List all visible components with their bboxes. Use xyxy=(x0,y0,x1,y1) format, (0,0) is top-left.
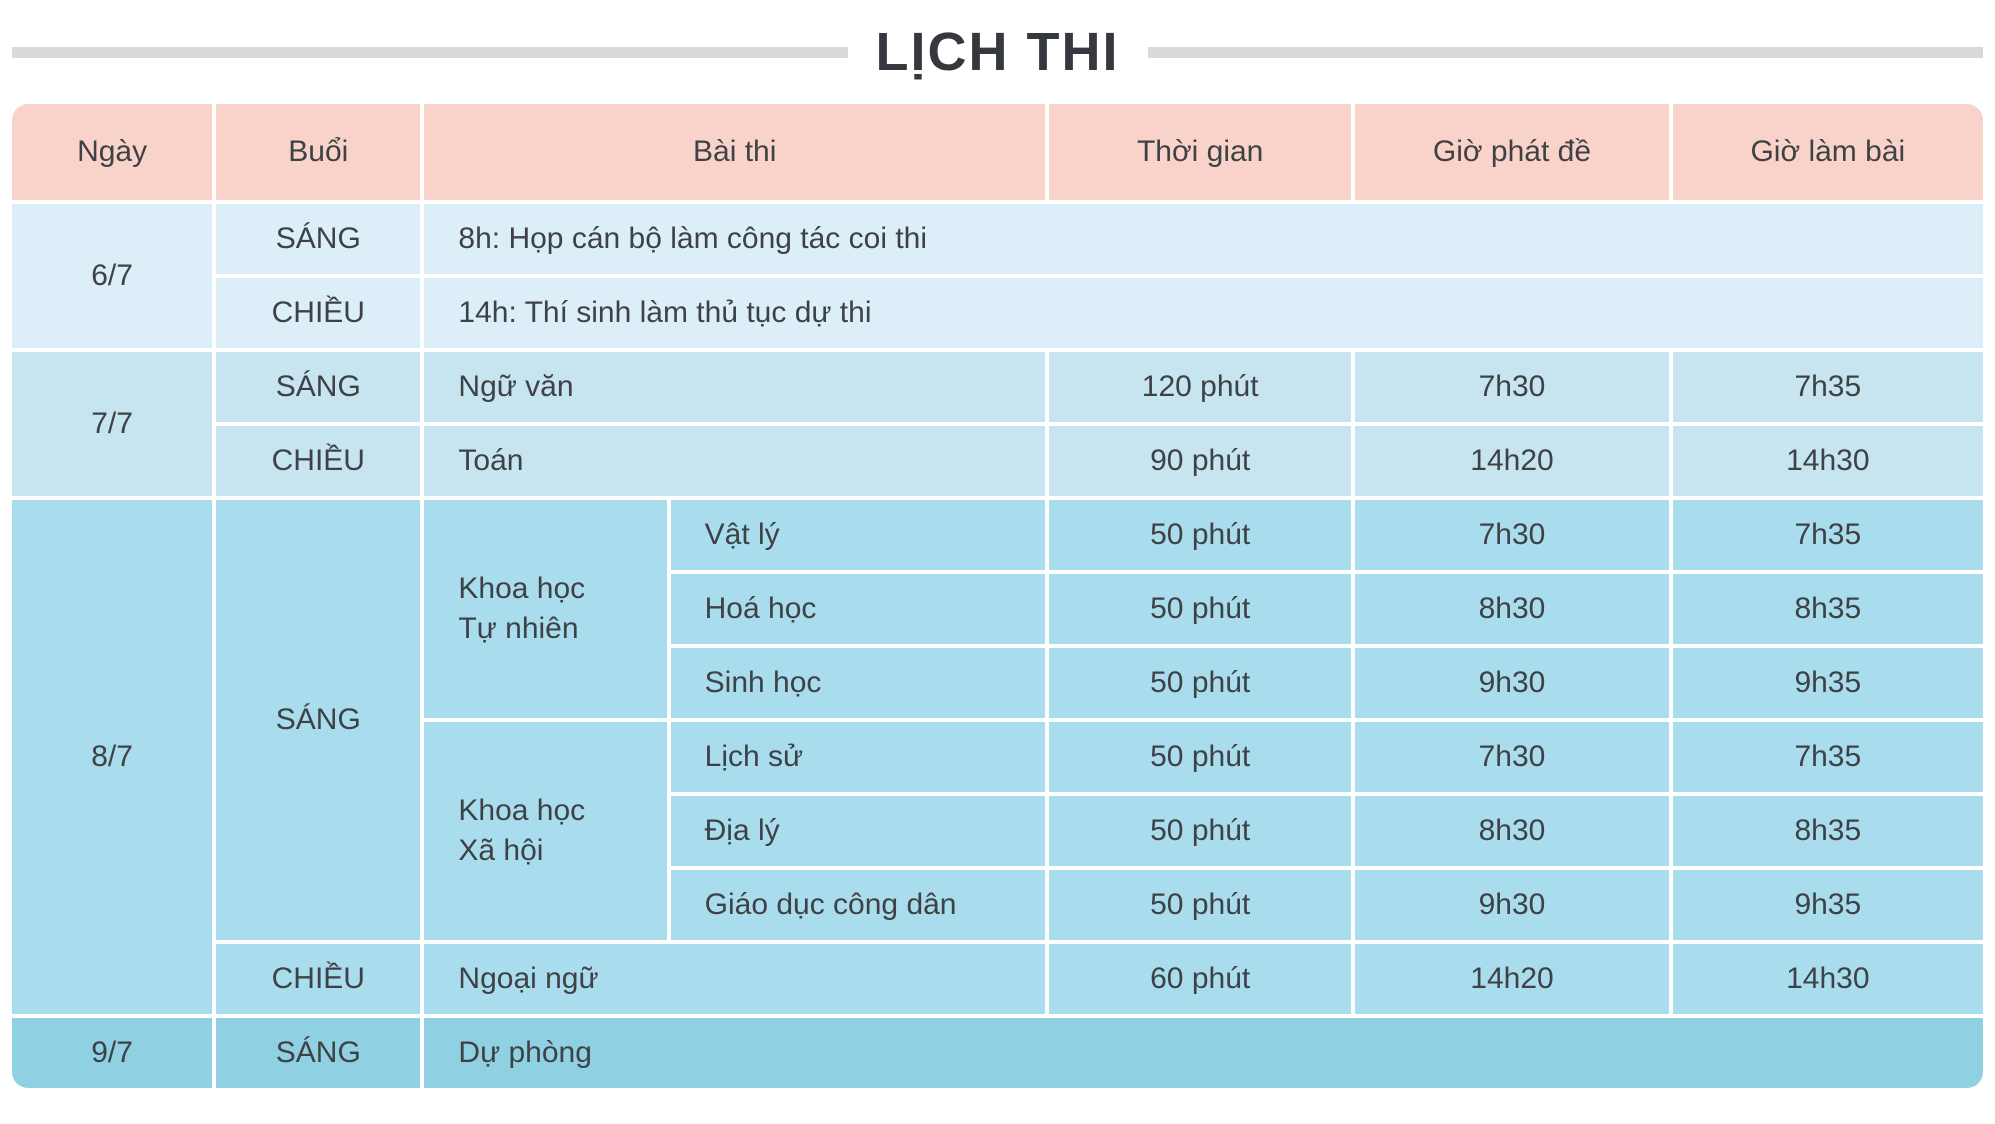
table-row: Sinh học 50 phút 9h30 9h35 xyxy=(12,648,1983,718)
start-time-cell: 9h35 xyxy=(1672,870,1983,940)
start-time-cell: 14h30 xyxy=(1672,944,1983,1014)
subject-group-line: Khoa học xyxy=(458,794,586,828)
col-header-start-time: Giờ làm bài xyxy=(1672,104,1983,200)
col-header-handout-time: Giờ phát đề xyxy=(1355,104,1669,200)
start-time-cell: 8h35 xyxy=(1672,574,1983,644)
exam-note-cell: 8h: Họp cán bộ làm công tác coi thi xyxy=(424,204,1983,274)
header-row: Ngày Buổi Bài thi Thời gian Giờ phát đề … xyxy=(12,104,1983,200)
page-header: LỊCH THI xyxy=(12,16,1984,88)
duration-cell: 60 phút xyxy=(1049,944,1352,1014)
title-divider-left xyxy=(12,46,848,58)
exam-cell: Dự phòng xyxy=(424,1018,1983,1088)
subject-cell: Hoá học xyxy=(670,574,1046,644)
duration-cell: 50 phút xyxy=(1049,500,1352,570)
subject-cell: Lịch sử xyxy=(670,722,1046,792)
duration-cell: 50 phút xyxy=(1049,574,1352,644)
subject-cell: Sinh học xyxy=(670,648,1046,718)
session-cell: CHIỀU xyxy=(216,426,421,496)
session-cell: SÁNG xyxy=(216,352,421,422)
subject-cell: Giáo dục công dân xyxy=(670,870,1046,940)
table-row: 6/7 SÁNG 8h: Họp cán bộ làm công tác coi… xyxy=(12,204,1983,348)
col-header-duration: Thời gian xyxy=(1049,104,1352,200)
handout-time-cell: 7h30 xyxy=(1355,352,1669,422)
start-time-cell: 7h35 xyxy=(1672,722,1983,792)
table-row: Khoa học Xã hội Lịch sử 50 phút 7h30 7h3… xyxy=(12,722,1983,940)
duration-cell: 50 phút xyxy=(1049,796,1352,866)
date-cell-8-7: 8/7 xyxy=(12,500,213,1014)
table-row: 7/7 SÁNG Ngữ văn 120 phút 7h30 7h35 xyxy=(12,352,1983,496)
exam-schedule-table: Ngày Buổi Bài thi Thời gian Giờ phát đề … xyxy=(8,100,1987,1092)
duration-cell: 120 phút xyxy=(1049,352,1352,422)
handout-time-cell: 7h30 xyxy=(1355,722,1669,792)
duration-cell: 50 phút xyxy=(1049,722,1352,792)
duration-cell: 90 phút xyxy=(1049,426,1352,496)
exam-note-cell: 14h: Thí sinh làm thủ tục dự thi xyxy=(424,278,1983,348)
table-row: CHIỀU 14h: Thí sinh làm thủ tục dự thi xyxy=(12,278,1983,348)
duration-cell: 50 phút xyxy=(1049,648,1352,718)
subject-cell: Địa lý xyxy=(670,796,1046,866)
subject-group-line: Khoa học xyxy=(458,572,586,606)
handout-time-cell: 8h30 xyxy=(1355,796,1669,866)
subject-group-line: Tự nhiên xyxy=(458,612,579,645)
session-cell: SÁNG xyxy=(216,1018,421,1088)
subject-group-cell-social-sciences: Khoa học Xã hội xyxy=(424,722,667,940)
handout-time-cell: 14h20 xyxy=(1355,426,1669,496)
exam-cell: Ngữ văn xyxy=(424,352,1046,422)
session-cell: CHIỀU xyxy=(216,278,421,348)
table-row: 9/7 SÁNG Dự phòng xyxy=(12,1018,1983,1088)
date-cell-6-7: 6/7 xyxy=(12,204,213,348)
duration-cell: 50 phút xyxy=(1049,870,1352,940)
table-row: Địa lý 50 phút 8h30 8h35 xyxy=(12,796,1983,866)
subject-cell: Vật lý xyxy=(670,500,1046,570)
title-divider-right xyxy=(1147,46,1984,58)
table-row: Giáo dục công dân 50 phút 9h30 9h35 xyxy=(12,870,1983,940)
subject-group-cell-natural-sciences: Khoa học Tự nhiên xyxy=(424,500,667,718)
handout-time-cell: 14h20 xyxy=(1355,944,1669,1014)
subject-group-line: Xã hội xyxy=(458,834,544,867)
col-header-session: Buổi xyxy=(216,104,421,200)
table-row: CHIỀU Ngoại ngữ 60 phút 14h20 14h30 xyxy=(12,944,1983,1014)
exam-cell: Ngoại ngữ xyxy=(424,944,1046,1014)
handout-time-cell: 7h30 xyxy=(1355,500,1669,570)
col-header-exam: Bài thi xyxy=(424,104,1046,200)
start-time-cell: 9h35 xyxy=(1672,648,1983,718)
session-cell: SÁNG xyxy=(216,500,421,940)
start-time-cell: 8h35 xyxy=(1672,796,1983,866)
session-cell: SÁNG xyxy=(216,204,421,274)
table-row: CHIỀU Toán 90 phút 14h20 14h30 xyxy=(12,426,1983,496)
session-cell: CHIỀU xyxy=(216,944,421,1014)
handout-time-cell: 9h30 xyxy=(1355,648,1669,718)
page-title: LỊCH THI xyxy=(875,22,1120,82)
exam-cell: Toán xyxy=(424,426,1046,496)
handout-time-cell: 9h30 xyxy=(1355,870,1669,940)
col-header-date: Ngày xyxy=(12,104,213,200)
date-cell-7-7: 7/7 xyxy=(12,352,213,496)
table-row: Hoá học 50 phút 8h30 8h35 xyxy=(12,574,1983,644)
handout-time-cell: 8h30 xyxy=(1355,574,1669,644)
start-time-cell: 7h35 xyxy=(1672,500,1983,570)
start-time-cell: 14h30 xyxy=(1672,426,1983,496)
start-time-cell: 7h35 xyxy=(1672,352,1983,422)
table-row: 8/7 SÁNG Khoa học Tự nhiên Vật lý 50 phú… xyxy=(12,500,1983,1014)
date-cell-9-7: 9/7 xyxy=(12,1018,213,1088)
